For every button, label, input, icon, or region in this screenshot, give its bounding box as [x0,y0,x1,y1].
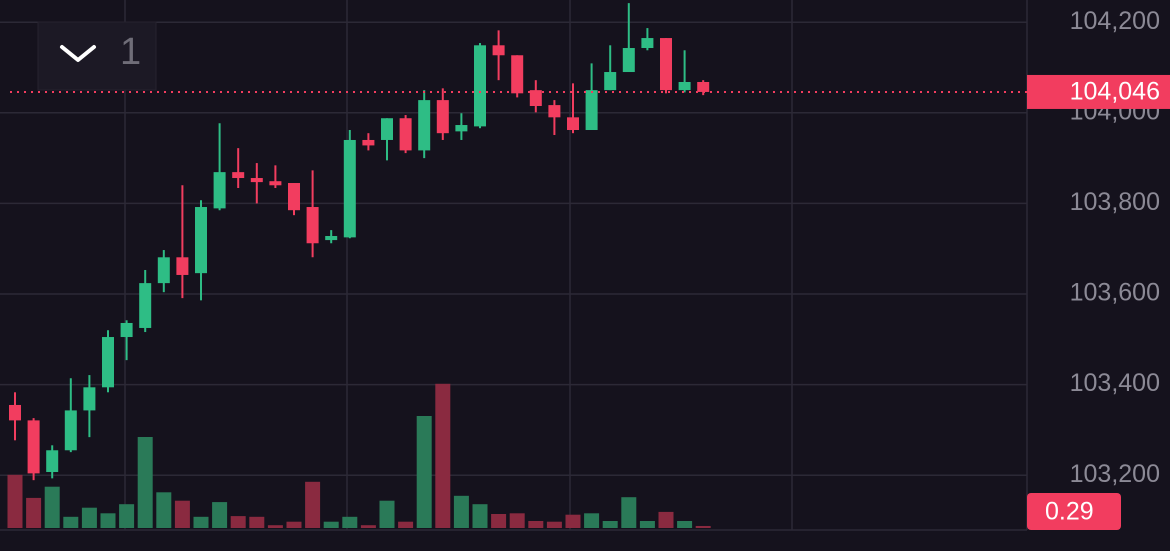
y-tick-label: 103,400 [1070,369,1160,397]
volume-bar [584,513,600,528]
candle-body [678,81,691,91]
interval-label[interactable]: 1 [120,31,141,73]
candle-body [511,55,524,94]
volume-bar [323,521,339,528]
candle-body [46,450,59,473]
candle-body [697,81,710,92]
candle-body [381,118,393,140]
volume-bar [621,497,637,528]
candle-body [436,100,449,134]
overlay: 103,200103,400103,600103,800104,000104,2… [10,7,1170,530]
volume-bar [639,521,655,528]
volume-bar [137,437,153,528]
volume-bar [360,525,376,528]
candle-body [474,45,486,127]
last-price-tag [1027,74,1170,109]
y-tick-label: 103,600 [1070,279,1160,307]
volume-bar [156,492,172,528]
candle-body [567,117,579,131]
marks [0,3,1027,528]
volume-bar [193,516,209,528]
volume-bar [212,502,228,528]
candle-body [27,420,40,474]
volume-bar [305,481,321,528]
volume-bar [509,513,525,528]
candle-body [641,38,654,49]
y-tick-label: 104,200 [1070,7,1160,35]
candle-body [548,105,561,118]
volume-bar [491,514,507,528]
candle-body [288,183,300,211]
volume-bar [342,516,358,528]
volume-bar [435,383,451,528]
volume-bar [63,516,79,528]
candle-body [622,48,635,73]
candle-body [139,283,152,328]
volume-bar [528,521,544,528]
candle-body [64,410,77,451]
volume-bar [100,513,116,528]
volume-bar [602,521,618,528]
candle-body [585,90,598,131]
volume-tag [1027,493,1121,530]
y-tick-label: 103,200 [1070,460,1160,488]
volume-bar [267,525,283,528]
candle-body [157,257,170,284]
candle-body [399,118,412,151]
candle-body [83,387,96,411]
volume-bar [174,500,190,528]
last-price-label: 104,046 [1070,78,1160,106]
candle-body [343,139,356,238]
volume-bar [379,500,395,528]
interval-selector[interactable]: 1 [37,21,157,91]
volume-bar [44,486,60,528]
volume-bar [398,521,414,528]
volume-bar [230,516,246,528]
candle-body [660,38,672,91]
volume-bar [695,525,711,528]
candle-body [195,207,207,274]
volume-bar [677,521,693,528]
candle-body [455,125,468,132]
candle-body [120,322,133,338]
candle-body [250,178,263,183]
candle-body [529,90,542,106]
volume-bar [472,504,488,528]
candle-body [306,207,319,244]
volume-bar [658,511,674,528]
volume-bar [546,521,562,528]
volume-bar [81,507,97,528]
chevron-icon[interactable] [60,45,96,62]
candle-body [102,337,114,388]
candle-body [492,45,505,56]
volume-bar [119,504,135,528]
y-tick-label: 103,800 [1070,188,1160,216]
volume-bar [565,514,581,528]
volume-bar [26,497,42,528]
volume-bar [249,516,265,528]
volume-bar [7,474,23,528]
candle-body [604,72,617,91]
candle-body [9,404,21,421]
candle-body [418,100,431,151]
candle-body [213,172,226,209]
volume-bar [453,495,469,528]
candle-body [232,172,245,179]
candle-body [325,236,338,241]
candle-body [176,257,189,275]
volume-bar [416,416,432,528]
candle-body [269,181,282,186]
volume-label: 0.29 [1045,498,1094,526]
volume-bar [286,521,302,528]
interval-box[interactable] [37,21,157,91]
candle-body [362,139,375,146]
